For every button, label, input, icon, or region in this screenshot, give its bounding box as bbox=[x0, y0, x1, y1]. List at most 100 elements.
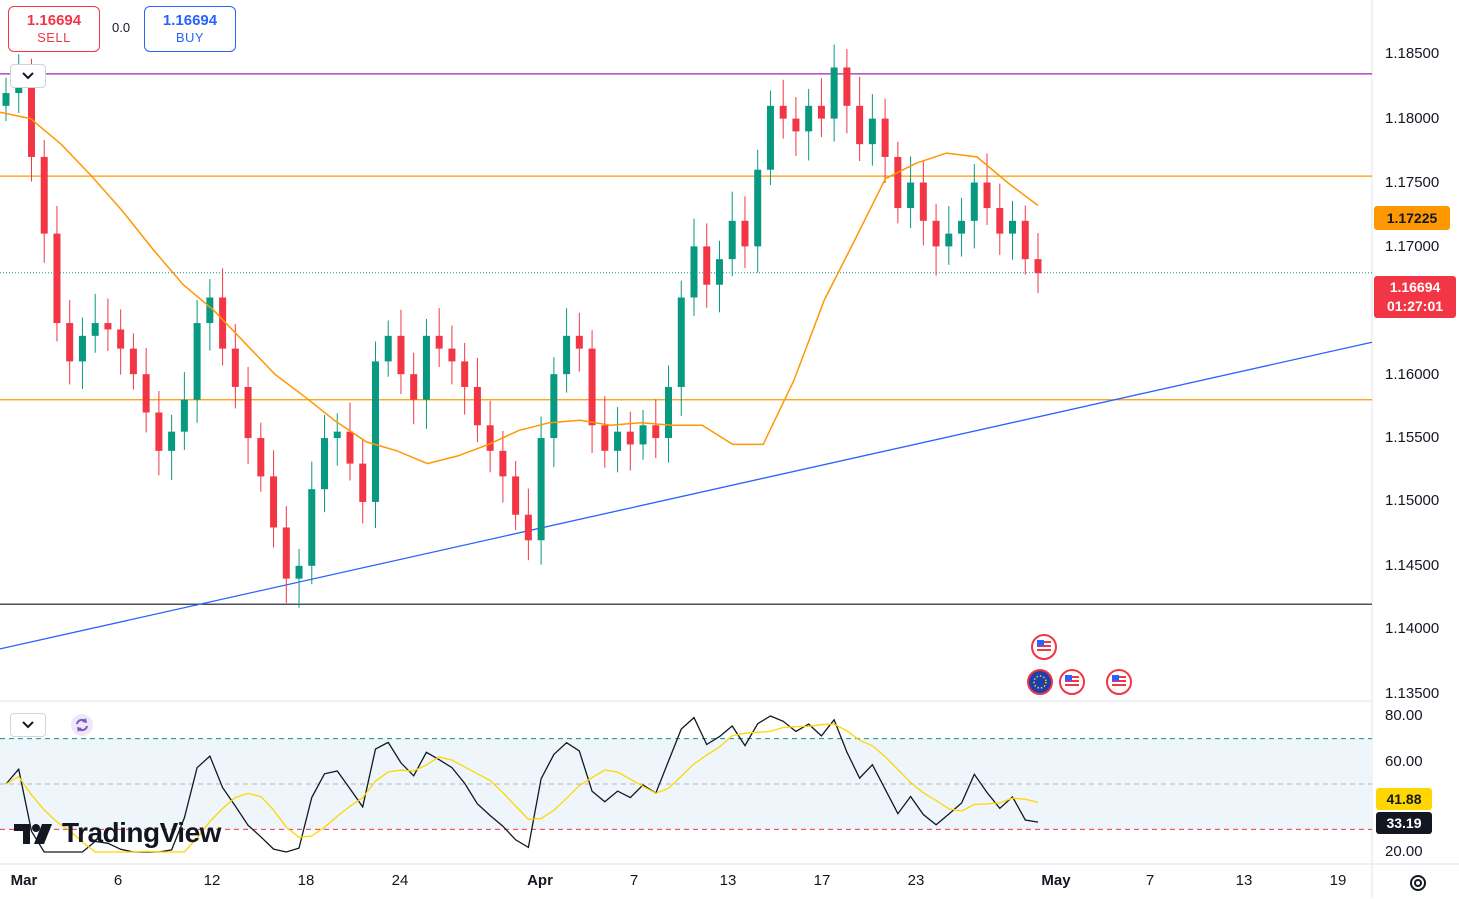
us-flag-event-icon[interactable] bbox=[1106, 669, 1132, 695]
candle-body bbox=[970, 182, 978, 221]
time-tick: 24 bbox=[391, 872, 409, 889]
candle-body bbox=[652, 425, 660, 439]
candle-body bbox=[868, 118, 876, 145]
rsi-tick: 80.00 bbox=[1385, 707, 1423, 724]
tradingview-logo: TradingView bbox=[12, 816, 221, 850]
candle-body bbox=[779, 105, 787, 119]
candle-body bbox=[550, 374, 558, 439]
candle-body bbox=[639, 425, 647, 445]
buy-price: 1.16694 bbox=[162, 12, 218, 29]
sell-price: 1.16694 bbox=[26, 12, 82, 29]
candle-body bbox=[894, 156, 902, 209]
candle-body bbox=[932, 220, 940, 247]
candle-body bbox=[1021, 220, 1029, 260]
rsi-pane bbox=[0, 715, 1372, 853]
ma-price-badge: 1.17225 bbox=[1374, 206, 1450, 230]
eu-flag-event-icon[interactable] bbox=[1027, 669, 1053, 695]
candle-body bbox=[792, 118, 800, 132]
buy-button[interactable]: 1.16694 BUY bbox=[144, 6, 236, 52]
collapse-rsi-legend-button[interactable] bbox=[10, 713, 46, 737]
trendline bbox=[0, 341, 1373, 650]
time-tick: May bbox=[1041, 872, 1071, 889]
rsi-value-badge: 33.19 bbox=[1376, 812, 1432, 834]
candle-body bbox=[78, 335, 86, 362]
time-tick: 7 bbox=[1145, 872, 1155, 889]
price-tick: 1.16000 bbox=[1385, 366, 1440, 383]
candle-body bbox=[231, 348, 239, 387]
refresh-icon[interactable] bbox=[70, 713, 94, 737]
candle-body bbox=[856, 105, 864, 145]
candle-body bbox=[244, 386, 252, 439]
gear-icon[interactable] bbox=[1407, 872, 1429, 894]
rsi-tick: 20.00 bbox=[1385, 843, 1423, 860]
candle-body bbox=[308, 489, 316, 566]
current-price-value: 1.16694 bbox=[1389, 279, 1441, 295]
time-tick: 23 bbox=[907, 872, 925, 889]
candle-body bbox=[435, 335, 443, 349]
price-tick: 1.15000 bbox=[1385, 492, 1440, 509]
price-tick: 1.18000 bbox=[1385, 110, 1440, 127]
us-flag-event-icon[interactable] bbox=[1059, 669, 1085, 695]
candle-body bbox=[53, 233, 61, 324]
candle-body bbox=[614, 431, 622, 451]
buy-label: BUY bbox=[175, 30, 205, 45]
candle-body bbox=[2, 93, 10, 106]
candle-body bbox=[805, 105, 813, 132]
candle-body bbox=[66, 323, 74, 362]
candle-body bbox=[473, 386, 481, 426]
candle-body bbox=[741, 220, 749, 247]
candle-body bbox=[397, 335, 405, 375]
price-tick: 1.17500 bbox=[1385, 174, 1440, 191]
rsi-line bbox=[5, 715, 1039, 853]
chevron-down-icon bbox=[22, 72, 34, 80]
candle-body bbox=[563, 335, 571, 375]
rsi-ma-badge: 41.88 bbox=[1376, 788, 1432, 810]
candle-body bbox=[155, 412, 163, 451]
candle-body bbox=[907, 182, 915, 209]
bar-countdown: 01:27:01 bbox=[1386, 298, 1444, 314]
candle-body bbox=[881, 118, 889, 157]
time-tick: Mar bbox=[10, 872, 38, 889]
us-flag-event-icon[interactable] bbox=[1031, 634, 1057, 660]
spread-value: 0.0 bbox=[112, 20, 131, 35]
candle-body bbox=[754, 169, 762, 247]
candle-body bbox=[499, 450, 507, 477]
collapse-price-legend-button[interactable] bbox=[10, 64, 46, 88]
candle-body bbox=[91, 323, 99, 336]
candle-body bbox=[588, 348, 596, 426]
time-tick: 19 bbox=[1329, 872, 1347, 889]
chevron-down-icon bbox=[22, 721, 34, 729]
candle-body bbox=[346, 431, 354, 464]
candle-body bbox=[295, 565, 303, 579]
rsi-ma-line bbox=[5, 723, 1039, 853]
candle-body bbox=[371, 361, 379, 502]
candle-body bbox=[690, 246, 698, 298]
candle-body bbox=[843, 67, 851, 106]
candle-body bbox=[282, 527, 290, 579]
candle-body bbox=[830, 67, 838, 119]
current-price-badge: 1.16694 01:27:01 bbox=[1374, 276, 1456, 318]
candle-body bbox=[715, 259, 723, 285]
sell-button[interactable]: 1.16694 SELL bbox=[8, 6, 100, 52]
candle-body bbox=[486, 425, 494, 451]
candle-body bbox=[359, 463, 367, 502]
candle-body bbox=[410, 374, 418, 400]
candle-body bbox=[257, 438, 265, 477]
candle-body bbox=[626, 431, 634, 445]
candle-body bbox=[117, 329, 125, 349]
rsi-tick: 60.00 bbox=[1385, 753, 1423, 770]
candle-body bbox=[677, 297, 685, 387]
moving-average-line bbox=[0, 111, 1039, 465]
candle-body bbox=[945, 233, 953, 247]
time-tick: Apr bbox=[527, 872, 553, 889]
tradingview-logo-icon bbox=[14, 824, 52, 844]
candle-body bbox=[180, 399, 188, 432]
candle-body bbox=[665, 386, 673, 439]
logo-text: TradingView bbox=[62, 817, 221, 848]
time-tick: 18 bbox=[297, 872, 315, 889]
candle-body bbox=[512, 476, 520, 515]
candle-body bbox=[817, 105, 825, 119]
candle-body bbox=[537, 438, 545, 541]
candle-body bbox=[601, 425, 609, 451]
